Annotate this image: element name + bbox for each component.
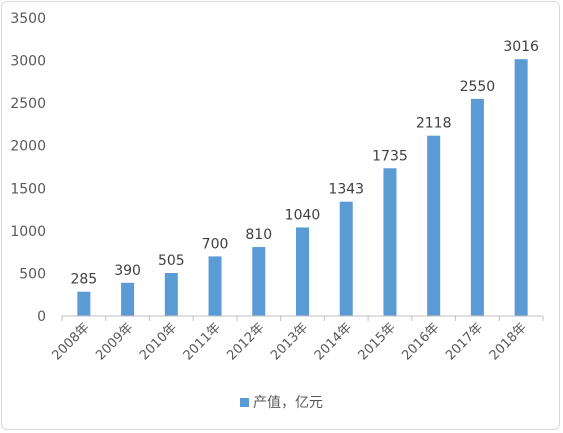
x-tick-label: 2012年 bbox=[224, 320, 267, 363]
bar bbox=[427, 135, 441, 316]
bar bbox=[383, 168, 397, 316]
y-tick-label: 3500 bbox=[10, 11, 46, 27]
bar bbox=[121, 282, 135, 316]
data-label: 505 bbox=[158, 253, 185, 269]
x-tick-label: 2017年 bbox=[443, 320, 486, 363]
x-axis-labels: 2008年 2009年 2010年 2011年 2012年 2013年 2014年 2015年… bbox=[49, 320, 529, 363]
bar bbox=[252, 247, 266, 316]
data-labels: 285 390 505 700 810 1040 1343 1735 2118 2550 3016 bbox=[70, 39, 539, 288]
y-axis-ticks: 0 500 1000 1500 2000 2500 3000 3500 bbox=[10, 11, 46, 325]
data-label: 2118 bbox=[416, 116, 452, 132]
y-tick-label: 500 bbox=[19, 266, 46, 282]
data-label: 1735 bbox=[372, 148, 408, 164]
y-tick-label: 0 bbox=[37, 309, 46, 325]
x-tick-label: 2009年 bbox=[93, 320, 136, 363]
x-tick-label: 2015年 bbox=[356, 320, 399, 363]
x-tick-label: 2008年 bbox=[49, 320, 92, 363]
legend-label: 产值，亿元 bbox=[253, 395, 323, 411]
x-axis-tick-marks bbox=[61, 316, 544, 321]
bar bbox=[208, 256, 222, 316]
data-label: 1040 bbox=[285, 207, 321, 223]
x-tick-label: 2013年 bbox=[268, 320, 311, 363]
data-label: 390 bbox=[114, 263, 141, 279]
bar bbox=[470, 98, 484, 316]
x-tick-label: 2011年 bbox=[181, 320, 224, 363]
x-tick-label: 2014年 bbox=[312, 320, 355, 363]
bars bbox=[77, 59, 528, 317]
y-tick-label: 2000 bbox=[10, 139, 46, 155]
y-tick-label: 3000 bbox=[10, 54, 46, 70]
data-label: 3016 bbox=[503, 39, 539, 55]
legend-swatch bbox=[240, 397, 249, 407]
y-tick-label: 1500 bbox=[10, 181, 46, 197]
bar bbox=[77, 291, 91, 316]
y-tick-label: 1000 bbox=[10, 224, 46, 240]
bar bbox=[339, 201, 353, 316]
bar bbox=[514, 59, 528, 317]
x-tick-label: 2018年 bbox=[487, 320, 530, 363]
legend: 产值，亿元 bbox=[0, 392, 563, 412]
data-label: 810 bbox=[245, 227, 272, 243]
x-tick-label: 2016年 bbox=[399, 320, 442, 363]
data-label: 700 bbox=[202, 236, 229, 252]
data-label: 285 bbox=[70, 272, 97, 288]
data-label: 2550 bbox=[460, 79, 496, 95]
y-tick-label: 2500 bbox=[10, 96, 46, 112]
bar bbox=[296, 227, 309, 316]
bar bbox=[164, 273, 178, 316]
x-tick-label: 2010年 bbox=[137, 320, 180, 363]
data-label: 1343 bbox=[328, 182, 364, 198]
